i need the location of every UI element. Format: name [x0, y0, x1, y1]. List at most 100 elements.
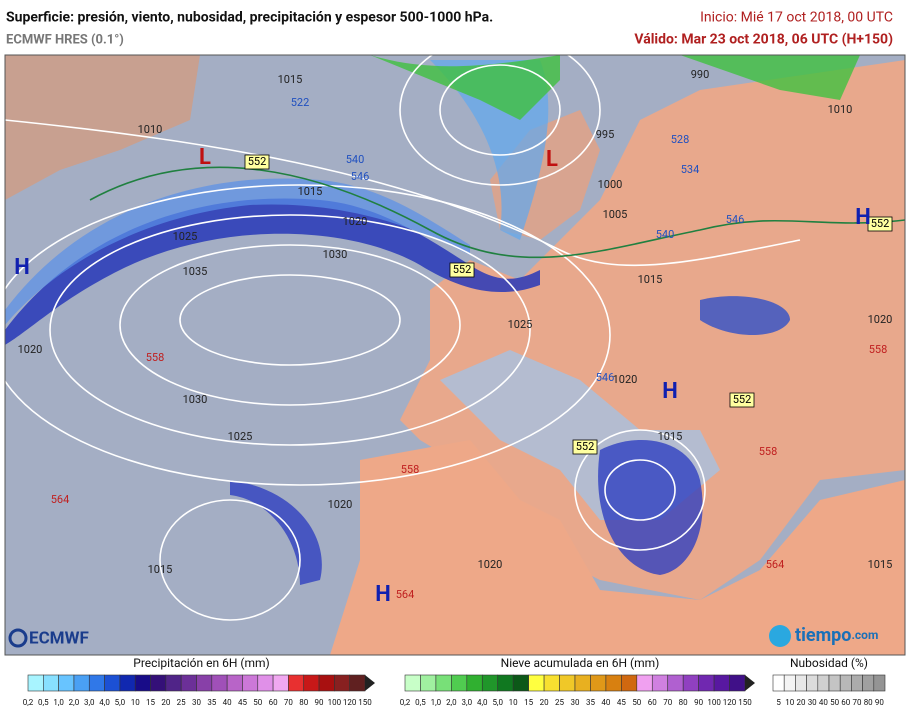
start-time: Inicio: Mié 17 oct 2018, 00 UTC [700, 10, 893, 26]
contour-label: 558 [146, 351, 165, 364]
isobar [399, 55, 601, 186]
legend-label: 15 [146, 698, 155, 707]
legend-swatch [795, 674, 807, 692]
legend-swatch [58, 674, 75, 692]
legend-swatch [481, 674, 499, 692]
contour-label: 1025 [173, 230, 198, 243]
isobar [439, 64, 561, 156]
contour-label: 1025 [228, 430, 253, 443]
legend-swatch [211, 674, 228, 692]
legend-arrow [365, 675, 375, 691]
legend-label: 50 [830, 698, 839, 707]
legend-swatch [851, 674, 863, 692]
legend-label: 40 [601, 698, 610, 707]
legend-label: 25 [555, 698, 564, 707]
legend-swatch [817, 674, 830, 692]
legend-label: 150 [738, 698, 752, 707]
contour-label: 522 [291, 96, 310, 109]
legend-label: 30 [808, 698, 817, 707]
legend-swatch [303, 674, 320, 692]
contour-label: 990 [691, 68, 710, 81]
legend-swatch [528, 674, 545, 692]
contour-label: 1030 [323, 248, 348, 261]
contour-label: 1000 [598, 178, 623, 191]
legend-label: 45 [617, 698, 626, 707]
legend-label: 70 [853, 698, 862, 707]
legend-swatch [435, 674, 452, 692]
legend-arrow [745, 675, 755, 691]
precip-atlantic [230, 480, 322, 585]
contour-label: 1025 [508, 318, 533, 331]
legend-swatch [150, 674, 167, 692]
legend-swatch [334, 674, 350, 692]
contour-label: 1010 [138, 123, 163, 136]
thickness-552 [89, 166, 905, 259]
legend-label: 20 [540, 698, 549, 707]
contour-label: 552 [576, 440, 595, 453]
contour-label: 558 [869, 343, 888, 356]
logo-word: tiempo [795, 625, 851, 646]
contour-label: 1030 [183, 393, 208, 406]
legend-swatch [119, 674, 136, 692]
legend-swatch [104, 674, 121, 692]
contour-label: 540 [656, 228, 675, 241]
logo-icon [8, 628, 28, 648]
legend-swatch [420, 674, 437, 692]
legend-label: 2,0 [69, 698, 80, 707]
contour-label: 564 [396, 588, 415, 601]
contour-label: 558 [759, 445, 778, 458]
contour-label: 552 [248, 155, 267, 168]
legend-label: 90 [875, 698, 884, 707]
contour-label: 1020 [343, 215, 368, 228]
legend-swatch [651, 674, 669, 692]
legend-swatch [636, 674, 653, 692]
precip-east [700, 296, 790, 335]
legend-swatch [404, 674, 421, 692]
contour-label: 1015 [298, 185, 323, 198]
legend-swatch [559, 674, 576, 692]
legend-label: 35 [586, 698, 595, 707]
legend-swatch [88, 674, 105, 692]
isobar [159, 499, 301, 621]
legend-swatch [605, 674, 622, 692]
legend-label: 25 [177, 698, 186, 707]
contour-label: 1020 [868, 313, 893, 326]
legend-swatch [134, 674, 151, 692]
precip-mediterranean [598, 440, 703, 575]
contour-label: 1020 [613, 373, 638, 386]
legend-swatch [713, 674, 730, 692]
legend-swatch [862, 674, 875, 692]
legend-label: 80 [299, 698, 308, 707]
legend-swatch [698, 674, 715, 692]
contour-label: 1020 [18, 343, 43, 356]
legend-label: 10 [131, 698, 140, 707]
legend-label: 3,0 [462, 698, 473, 707]
legend-label: 70 [284, 698, 293, 707]
legend-swatch [196, 674, 213, 692]
pressure-center: H [375, 582, 391, 607]
land-africa [330, 440, 905, 655]
valid-time: Válido: Mar 23 oct 2018, 06 UTC (H+150) [634, 32, 893, 48]
legend-swatch [828, 674, 841, 692]
contour-label: 1020 [478, 558, 503, 571]
logo-suffix: .com [851, 628, 878, 642]
legend-swatch [729, 674, 746, 692]
legend-swatch [667, 674, 684, 692]
legend-label: 0,2 [23, 698, 34, 707]
contour-label: 995 [596, 128, 615, 141]
pressure-center: H [14, 255, 30, 280]
legend-swatch [497, 674, 514, 692]
legend-label: 120 [723, 698, 737, 707]
isobar [604, 459, 676, 521]
legend-title: Precipitación en 6H (mm) [133, 656, 269, 670]
legend-label: 60 [841, 698, 850, 707]
legend-label: 4,0 [477, 698, 488, 707]
isobar [119, 244, 461, 406]
legend-label: 20 [797, 698, 806, 707]
legend-swatch [543, 674, 560, 692]
legend-label: 10 [509, 698, 518, 707]
label-box [572, 439, 598, 455]
isobars [5, 55, 801, 621]
isobar [5, 184, 611, 486]
contour-label: 1015 [638, 273, 663, 286]
